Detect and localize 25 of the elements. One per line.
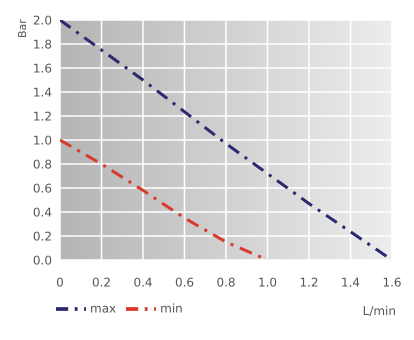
x-axis-title: L/min [362,304,396,318]
x-tick-label: 1.6 [382,276,402,290]
legend-label: min [160,301,183,316]
y-tick-label: 0.4 [32,205,52,220]
y-tick-label: 0.2 [32,229,52,244]
legend-label: max [90,301,116,316]
y-tick-label: 1.4 [32,85,52,100]
y-tick-label: 1.2 [32,109,52,124]
x-tick-label: 1.2 [299,276,319,290]
y-tick-label: 0.6 [32,181,52,196]
y-axis-title: Bar [16,19,29,38]
y-tick-label: 1.6 [32,61,52,76]
line-series [60,138,269,260]
x-tick-label: 1.4 [340,276,360,290]
x-tick-label: 0.8 [216,276,236,290]
y-tick-label: 0.0 [32,253,52,268]
x-tick-label: 0.6 [174,276,194,290]
x-tick-label: 0.2 [92,276,112,290]
y-tick-label: 0.8 [32,157,52,172]
y-tick-label: 1.0 [32,133,52,148]
y-tick-label: 1.8 [32,37,52,52]
y-tick-label: 2.0 [32,13,52,28]
x-tick-label: 1.0 [258,276,278,290]
x-tick-label: 0.4 [133,276,153,290]
x-tick-label: 0 [56,276,64,290]
